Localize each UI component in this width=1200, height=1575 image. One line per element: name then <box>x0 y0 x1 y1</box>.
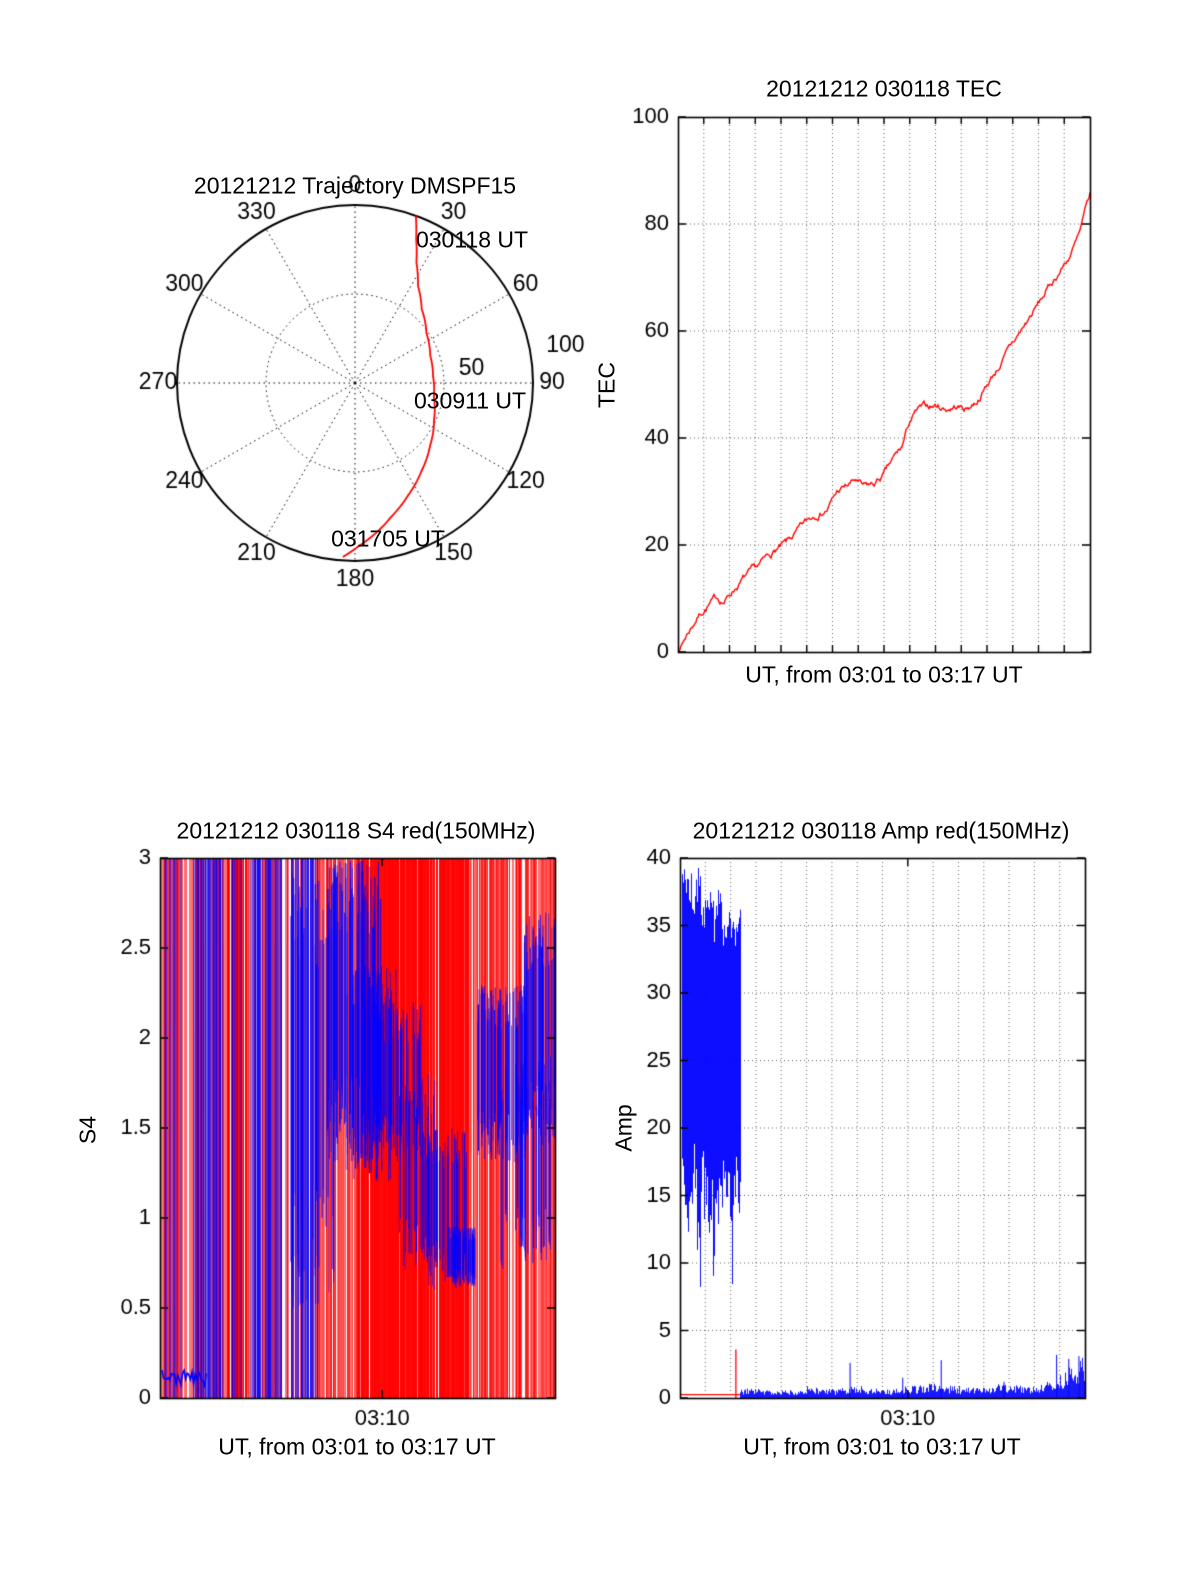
tec-title: 20121212 030118 TEC <box>766 75 1002 102</box>
amp-y-axis-label: Amp <box>610 1104 637 1152</box>
tec-x-axis-label: UT, from 03:01 to 03:17 UT <box>745 661 1023 688</box>
s4-title: 20121212 030118 S4 red(150MHz) <box>176 817 536 844</box>
amp-title: 20121212 030118 Amp red(150MHz) <box>692 817 1070 844</box>
trajectory-annotation-start: 030118 UT <box>415 226 529 253</box>
s4-y-axis-label: S4 <box>74 1115 101 1145</box>
trajectory-annotation-end: 031705 UT <box>331 525 445 552</box>
trajectory-title: 20121212 Trajectory DMSPF15 <box>193 172 517 199</box>
amp-x-axis-label: UT, from 03:01 to 03:17 UT <box>743 1433 1021 1460</box>
s4-x-axis-label: UT, from 03:01 to 03:17 UT <box>218 1433 496 1460</box>
tec-y-axis-label: TEC <box>593 362 620 408</box>
trajectory-annotation-mid: 030911 UT <box>413 387 527 414</box>
